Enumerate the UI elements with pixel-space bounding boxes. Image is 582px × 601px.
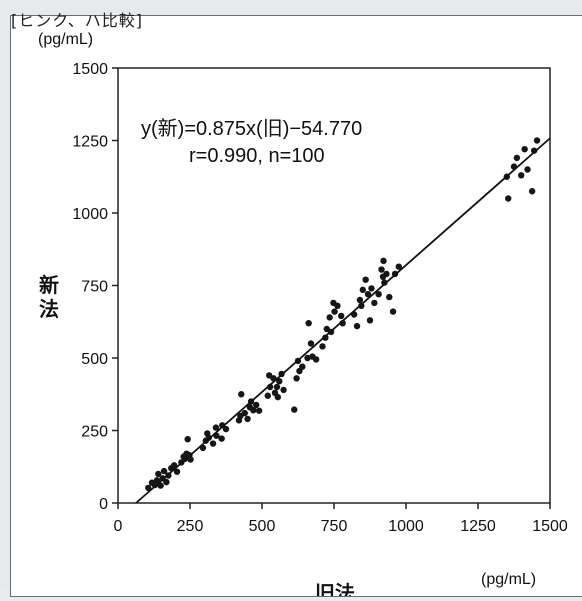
y-tick-label: 1000 <box>72 206 108 223</box>
data-point <box>338 312 345 320</box>
chart-panel: [ヒンク、ハ比較] 0 250 500 750 1000 1250 1500 0 250 500… <box>10 11 582 601</box>
y-tick-label: 1250 <box>72 134 108 151</box>
data-point <box>304 354 311 362</box>
data-point <box>326 314 333 321</box>
y-axis-label-char-1: 新 <box>39 273 59 297</box>
data-point <box>218 435 225 442</box>
data-point <box>293 375 300 382</box>
data-point <box>331 308 338 315</box>
regression-stats: r=0.990, n=100 <box>189 145 325 167</box>
data-point <box>222 425 230 433</box>
y-unit-label: (pg/mL) <box>38 31 93 48</box>
data-point <box>371 299 378 307</box>
data-point <box>187 456 194 463</box>
scatter-chart: 0 250 500 750 1000 1250 1500 0 250 500 750 1000 125… <box>38 31 568 601</box>
data-point <box>145 484 152 492</box>
data-point <box>353 322 361 330</box>
regression-equation: y(新)=0.875x(旧)−54.770 <box>141 117 362 140</box>
header-fragment: [ヒンク、ハ比較] <box>11 11 144 30</box>
y-tick-label: 250 <box>81 424 108 441</box>
x-tick-label: 1500 <box>532 518 568 535</box>
data-point <box>513 154 521 162</box>
data-point <box>305 320 312 327</box>
data-point <box>212 424 220 431</box>
x-unit-label: (pg/mL) <box>481 571 536 588</box>
data-point <box>160 467 168 475</box>
y-tick-label: 1500 <box>72 61 108 78</box>
data-point <box>386 293 393 301</box>
data-point <box>209 440 217 447</box>
data-point <box>280 386 287 394</box>
data-point <box>362 276 369 283</box>
data-point <box>299 363 306 370</box>
data-point <box>312 356 320 363</box>
data-point <box>157 482 164 489</box>
data-point <box>184 436 191 443</box>
data-point <box>381 279 388 286</box>
x-tick-label: 1000 <box>388 518 424 535</box>
data-point <box>274 393 282 401</box>
data-point <box>505 195 512 202</box>
data-point <box>364 291 372 298</box>
y-axis-ticks: 0 250 500 750 1000 1250 1500 <box>72 61 118 513</box>
data-point <box>375 291 382 298</box>
data-point <box>273 383 281 391</box>
data-point <box>253 401 260 409</box>
x-tick-label: 250 <box>177 518 204 535</box>
data-point <box>521 146 528 153</box>
data-point <box>528 188 536 195</box>
data-point <box>255 407 263 414</box>
data-point <box>359 286 366 294</box>
x-axis-ticks: 0 250 500 750 1000 1250 1500 <box>114 503 568 535</box>
data-point <box>155 470 162 478</box>
data-point <box>319 343 326 350</box>
data-point <box>307 340 315 347</box>
data-point <box>383 270 390 278</box>
y-axis-label: 新 法 <box>39 273 65 321</box>
data-point <box>291 406 298 413</box>
y-axis-label-char-2: 法 <box>39 297 59 321</box>
data-point <box>244 415 251 423</box>
x-tick-label: 1250 <box>460 518 496 535</box>
data-points <box>145 137 541 492</box>
data-point <box>368 285 375 292</box>
x-tick-label: 0 <box>114 518 123 535</box>
data-point <box>389 308 397 315</box>
data-point <box>356 296 364 304</box>
data-point <box>322 334 329 341</box>
y-tick-label: 500 <box>81 351 108 368</box>
x-tick-label: 500 <box>249 518 276 535</box>
regression-line <box>135 137 551 504</box>
data-point <box>530 147 538 154</box>
data-point <box>378 266 385 273</box>
data-point <box>395 263 402 270</box>
data-point <box>163 478 170 486</box>
data-point <box>264 392 271 399</box>
x-tick-label: 750 <box>321 518 348 535</box>
data-point <box>241 409 248 417</box>
data-point <box>334 302 341 309</box>
data-point <box>366 317 374 324</box>
data-point <box>524 166 531 173</box>
y-tick-label: 750 <box>81 279 108 296</box>
data-point <box>276 378 283 385</box>
data-point <box>380 257 387 265</box>
data-point <box>518 172 525 179</box>
data-point <box>533 137 541 144</box>
data-point <box>250 407 257 414</box>
y-tick-label: 0 <box>99 496 108 513</box>
data-point <box>238 391 245 398</box>
data-point <box>173 468 181 475</box>
data-point <box>153 477 161 484</box>
